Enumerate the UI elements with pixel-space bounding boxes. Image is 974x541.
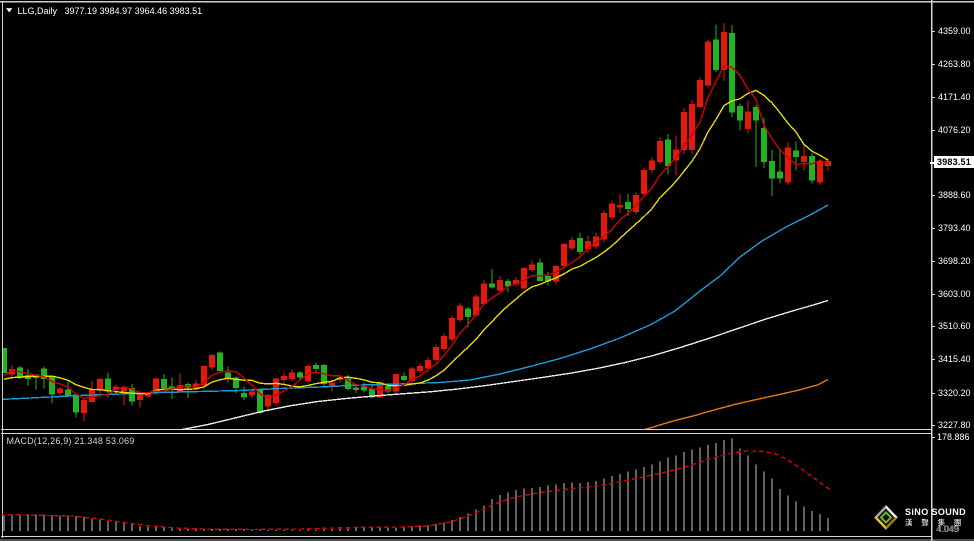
svg-text:漢聲集團: 漢聲集團 [905, 517, 970, 527]
svg-text:SiNO SOUND: SiNO SOUND [905, 507, 966, 517]
